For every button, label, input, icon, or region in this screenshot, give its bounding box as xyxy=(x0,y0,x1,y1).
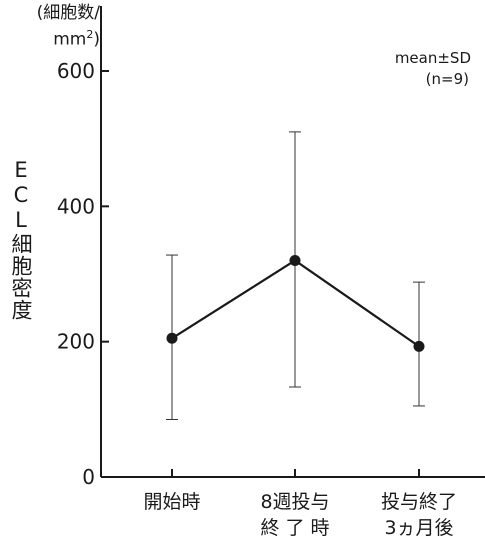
stats-annotation: mean±SD (n=9) xyxy=(395,48,471,90)
annotation-n: (n=9) xyxy=(425,70,469,88)
unit-part-2: mm xyxy=(53,29,87,50)
x-tick-label-0-0: 開始時 xyxy=(143,491,200,513)
y-tick-label-200: 200 xyxy=(57,330,95,354)
y-tick-label-0: 0 xyxy=(82,465,95,489)
data-point-2 xyxy=(413,340,425,352)
data-point-1 xyxy=(289,254,301,266)
unit-part-4: ) xyxy=(93,29,100,50)
x-tick-label-2-1: 3ヵ月後 xyxy=(384,517,453,539)
unit-part-3: 2 xyxy=(86,28,94,41)
unit-part-1: (細胞数/ xyxy=(36,3,100,23)
x-tick-label-1-0: 8週投与 xyxy=(260,491,329,513)
data-point-0 xyxy=(166,332,178,344)
y-tick-label-600: 600 xyxy=(57,59,95,83)
annotation-mean-sd: mean±SD xyxy=(394,49,471,67)
y-axis-unit: (細胞数/mm2) xyxy=(4,2,100,51)
y-tick-label-400: 400 xyxy=(57,194,95,218)
x-tick-label-2-0: 投与終了 xyxy=(381,491,457,513)
x-tick-label-1-1: 終 了 時 xyxy=(260,517,329,539)
y-axis-label: ECL細胞密度 xyxy=(9,158,33,321)
